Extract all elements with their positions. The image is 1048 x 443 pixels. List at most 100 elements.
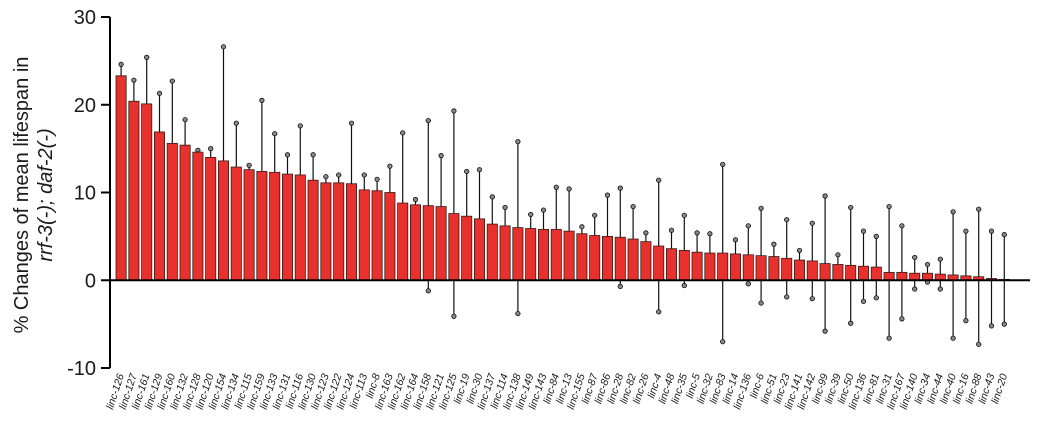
replicate-point xyxy=(694,230,700,236)
replicate-point xyxy=(784,217,790,223)
replicate-point xyxy=(976,206,982,212)
replicate-point xyxy=(412,196,419,203)
replicate-point xyxy=(784,294,790,300)
bar xyxy=(153,131,165,281)
bar xyxy=(281,173,293,281)
bar xyxy=(435,206,447,281)
bar xyxy=(896,271,908,281)
replicate-point xyxy=(323,174,329,180)
bar xyxy=(576,233,588,281)
replicate-point xyxy=(976,341,982,347)
bar xyxy=(345,183,357,281)
bar xyxy=(525,228,537,281)
bar xyxy=(819,263,831,281)
bar xyxy=(614,236,626,281)
replicate-point xyxy=(489,194,495,200)
bar xyxy=(730,253,742,281)
replicate-point xyxy=(272,131,278,137)
replicate-point xyxy=(208,146,214,152)
replicate-point xyxy=(950,335,956,341)
replicate-point xyxy=(848,204,854,211)
bar xyxy=(333,182,345,281)
bar xyxy=(217,160,229,281)
bar xyxy=(666,248,678,281)
y-tick-label: 10 xyxy=(74,183,96,205)
replicate-point xyxy=(246,162,252,168)
replicate-point xyxy=(963,318,969,324)
plot-area xyxy=(110,44,1030,347)
replicate-point xyxy=(771,241,777,247)
bar xyxy=(512,227,524,281)
y-axis-label-line: rrf-3(-); daf-2(-) xyxy=(35,128,57,261)
replicate-point xyxy=(873,295,879,301)
replicate-point xyxy=(912,286,918,292)
replicate-point xyxy=(169,78,175,84)
replicate-point xyxy=(912,254,918,261)
bar xyxy=(128,100,140,281)
replicate-point xyxy=(937,256,943,262)
bar xyxy=(563,230,575,281)
replicate-point xyxy=(899,316,905,322)
bar xyxy=(678,250,690,281)
bar xyxy=(256,171,268,281)
bar xyxy=(909,272,921,281)
bar xyxy=(883,271,895,281)
bar xyxy=(499,225,511,281)
bar xyxy=(640,241,652,281)
replicate-point xyxy=(425,117,431,124)
bar xyxy=(550,228,562,281)
bar xyxy=(627,238,639,281)
replicate-point xyxy=(873,233,879,239)
replicate-point xyxy=(899,223,905,229)
y-tick-label: -10 xyxy=(67,358,96,380)
replicate-point xyxy=(617,283,623,289)
bar xyxy=(166,142,178,281)
bar xyxy=(307,179,319,281)
bar xyxy=(384,192,396,281)
replicate-point xyxy=(515,139,521,145)
y-axis-label: % Changes of mean lifespan in rrf-3(-); d… xyxy=(11,57,57,334)
bar xyxy=(602,235,614,281)
replicate-point xyxy=(630,203,636,210)
replicate-point xyxy=(336,172,342,178)
bar xyxy=(192,151,204,281)
replicate-point xyxy=(451,108,457,114)
replicate-point xyxy=(144,54,150,60)
bar xyxy=(870,266,882,281)
y-tick-label: 0 xyxy=(85,270,96,292)
replicate-point xyxy=(438,153,444,159)
replicate-point xyxy=(528,211,534,218)
replicate-point xyxy=(361,172,367,178)
replicate-point xyxy=(681,282,687,289)
x-axis-labels: linc-126linc-127linc-161linc-129linc-160… xyxy=(104,371,1010,411)
replicate-point xyxy=(809,220,815,226)
replicate-point xyxy=(233,120,239,126)
replicate-point xyxy=(118,61,124,67)
bar xyxy=(755,255,767,281)
replicate-point xyxy=(835,252,841,258)
bar xyxy=(141,103,153,281)
replicate-point xyxy=(758,300,764,306)
bar xyxy=(422,205,434,281)
replicate-point xyxy=(310,152,316,158)
bar xyxy=(115,75,127,281)
bar xyxy=(845,264,857,281)
replicate-point xyxy=(822,193,828,199)
replicate-point xyxy=(387,163,393,169)
replicate-point xyxy=(963,228,969,234)
bar xyxy=(922,272,934,281)
replicate-point xyxy=(988,228,995,234)
bar xyxy=(294,174,306,281)
replicate-point xyxy=(592,212,598,218)
y-axis-label-line: % Changes of mean lifespan in xyxy=(11,57,33,334)
replicate-point xyxy=(758,205,764,211)
bar xyxy=(320,182,332,281)
replicate-point xyxy=(156,90,163,96)
replicate-point xyxy=(656,309,662,315)
replicate-point xyxy=(1001,321,1007,327)
replicate-point xyxy=(348,120,355,126)
replicate-point xyxy=(745,223,751,229)
replicate-point xyxy=(656,177,662,183)
replicate-point xyxy=(809,296,815,302)
bar xyxy=(717,252,729,281)
